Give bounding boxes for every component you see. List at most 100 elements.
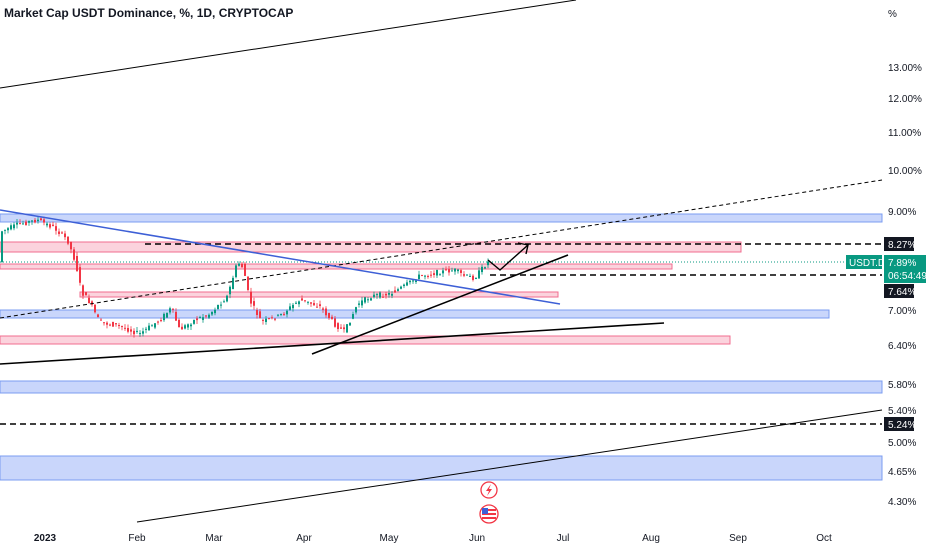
candle-body — [25, 221, 27, 225]
x-tick-label: Jun — [469, 533, 485, 544]
trendline-channel-top[interactable] — [0, 0, 577, 89]
candle-body — [223, 301, 225, 303]
candle-body — [415, 280, 417, 283]
zone-blue-top[interactable] — [0, 213, 883, 223]
candle-body — [46, 223, 48, 226]
x-axis-labels: 2023 Feb Mar Apr May Jun Jul Aug Sep Oct — [34, 533, 832, 544]
candle-body — [253, 301, 255, 306]
candle-body — [145, 328, 147, 330]
candle-body — [163, 313, 165, 321]
candle-body — [469, 275, 471, 277]
candle-body — [94, 304, 96, 313]
candle-body — [169, 308, 171, 313]
candle-body — [295, 302, 297, 304]
candle-body — [421, 275, 423, 277]
candle-body — [379, 292, 381, 298]
candle-body — [166, 312, 168, 318]
candle-body — [316, 306, 318, 308]
x-tick-label: Jul — [557, 533, 570, 544]
candle-body — [418, 274, 420, 279]
candle-body — [388, 293, 390, 295]
candle-body — [430, 274, 432, 276]
candle-body — [310, 302, 312, 304]
candle-body — [334, 318, 336, 327]
candle-body — [43, 219, 45, 223]
candle-body — [73, 249, 75, 260]
candle-body — [4, 229, 6, 231]
candle-body — [181, 326, 183, 330]
candle-body — [481, 266, 483, 273]
candle-body — [238, 263, 240, 266]
candle-body — [322, 308, 324, 310]
candle-body — [400, 286, 402, 289]
candle-body — [118, 324, 120, 326]
candle-body — [289, 306, 291, 310]
candle-body — [433, 273, 435, 275]
candle-body — [274, 318, 276, 320]
trendline-support-long[interactable] — [0, 322, 665, 365]
candle-body — [304, 300, 306, 302]
zone-red-lower[interactable] — [0, 335, 731, 345]
candle-body — [31, 220, 33, 222]
candle-body — [151, 325, 153, 327]
candle-body — [22, 223, 24, 225]
x-tick-label: Feb — [128, 533, 146, 544]
candle-body — [364, 297, 366, 303]
candle-body — [331, 316, 333, 319]
y-tick-label: 5.40% — [888, 406, 916, 417]
candle-body — [106, 322, 108, 325]
candle-body — [391, 293, 393, 296]
candle-body — [376, 294, 378, 296]
candle-body — [325, 308, 327, 316]
candle-body — [472, 275, 474, 280]
candle-body — [133, 330, 135, 335]
candle-body — [280, 313, 282, 315]
candle-body — [37, 219, 39, 222]
zone-red-upper[interactable] — [0, 241, 742, 253]
candle-body — [13, 224, 15, 229]
x-tick-label: Apr — [296, 533, 312, 544]
zone-blue-low[interactable] — [0, 380, 883, 394]
candle-body — [97, 314, 99, 318]
trendline-blue-downtrend[interactable] — [0, 209, 561, 305]
candle-body — [487, 261, 489, 266]
candle-body — [259, 311, 261, 319]
projection-arrow[interactable] — [487, 244, 529, 271]
badge-current-value: 7.89% — [888, 258, 916, 269]
trendline-dashed-channel[interactable] — [0, 179, 883, 319]
y-tick-label: 10.00% — [888, 166, 922, 177]
badge-current-bg[interactable] — [846, 255, 882, 269]
us-flag-icon[interactable] — [479, 504, 499, 524]
candle-body — [355, 307, 357, 313]
candle-body — [79, 267, 81, 283]
dashed-levels — [0, 243, 882, 425]
candle-body — [370, 298, 372, 301]
candle-body — [448, 269, 450, 273]
candle-body — [298, 301, 300, 305]
candle-body — [142, 331, 144, 334]
candle-body — [40, 218, 42, 221]
candle-body — [478, 270, 480, 279]
candle-body — [109, 324, 111, 326]
candle-body — [124, 327, 126, 329]
candle-body — [361, 300, 363, 306]
trendline-support-steep[interactable] — [311, 254, 569, 355]
candle-body — [337, 323, 339, 330]
candle-body — [127, 327, 129, 332]
candle-body — [220, 304, 222, 306]
candle-body — [340, 327, 342, 329]
candle-body — [436, 270, 438, 276]
zone-red-small[interactable] — [79, 291, 559, 298]
candle-body — [307, 301, 309, 303]
candle-body — [88, 297, 90, 304]
candle-body — [16, 222, 18, 225]
candle-body — [292, 304, 294, 309]
badge-8-27-bg — [884, 237, 914, 251]
trendline-channel-bottom[interactable] — [136, 409, 883, 523]
candle-body — [55, 226, 57, 231]
candle-body — [301, 298, 303, 301]
lightning-icon[interactable] — [480, 481, 498, 499]
candle-body — [82, 285, 84, 296]
candle-body — [85, 292, 87, 296]
